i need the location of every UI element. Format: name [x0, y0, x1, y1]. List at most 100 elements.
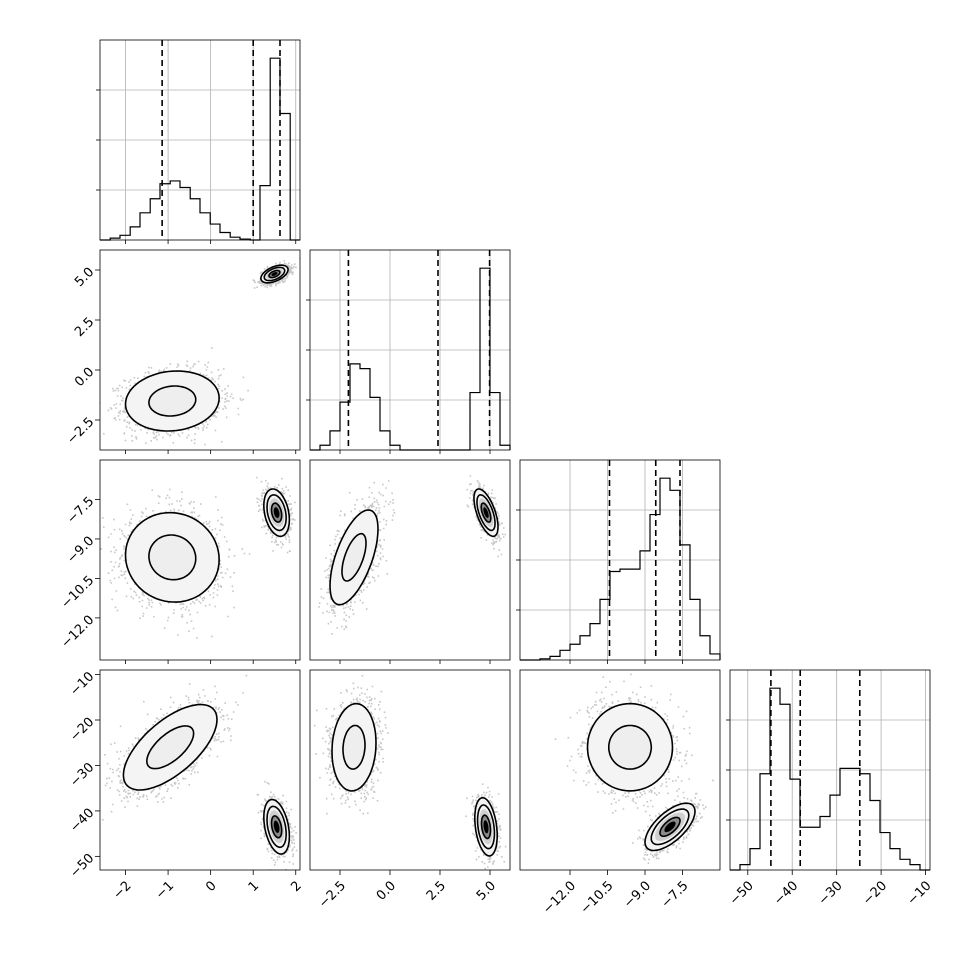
contour-line	[260, 264, 289, 284]
ytick-label: −9.0	[64, 534, 97, 567]
histogram-step	[730, 687, 930, 871]
panel-border	[519, 459, 721, 661]
contour-line	[650, 808, 690, 846]
panel-2-1	[309, 459, 511, 661]
panel-border	[99, 249, 301, 451]
xtick-label: 0	[203, 878, 219, 894]
panel-3-1	[309, 669, 511, 871]
xtick-label: 0.0	[374, 878, 399, 903]
scatter-points	[100, 347, 249, 446]
ytick-label: 5.0	[72, 265, 97, 290]
xtick-label: 2	[288, 878, 304, 894]
contour-line	[586, 702, 674, 792]
xtick-label: −1	[153, 878, 177, 902]
panel-3-3	[726, 669, 931, 871]
xtick-label: 1	[246, 878, 262, 894]
contour-line	[122, 703, 218, 791]
panel-1-1	[306, 249, 511, 451]
panel-border	[99, 669, 301, 871]
ytick-label: −7.5	[64, 494, 97, 527]
panel-3-2	[519, 669, 721, 871]
xtick-label: −10.5	[578, 878, 617, 917]
panel-2-0	[99, 459, 301, 661]
scatter-points	[313, 675, 389, 815]
xtick-label: 5.0	[474, 878, 499, 903]
xtick-label: −9.0	[621, 878, 654, 911]
xtick-label: −30	[816, 878, 846, 908]
panel-border	[99, 459, 301, 661]
contour-line	[266, 805, 288, 849]
density-peak	[664, 821, 676, 833]
xtick-label: −20	[860, 878, 890, 908]
contour-line	[270, 502, 283, 523]
panel-content	[100, 257, 300, 446]
contour-line	[262, 798, 291, 855]
panel-content	[313, 675, 507, 870]
contour-line	[644, 802, 696, 852]
scatter-points	[632, 779, 714, 864]
density-fill	[343, 725, 365, 770]
xtick-label: −50	[727, 878, 757, 908]
contour-line	[342, 724, 366, 770]
scatter-points	[252, 257, 300, 289]
histogram-step	[100, 57, 300, 241]
ytick-label: −50	[67, 851, 97, 881]
contour-line	[474, 797, 498, 857]
density-peak	[271, 272, 278, 276]
scatter-points	[256, 476, 296, 554]
density-peak	[273, 507, 280, 518]
density-fill	[148, 535, 196, 580]
contour-line	[341, 532, 367, 582]
density-fill	[148, 386, 196, 416]
ytick-label: −10	[67, 669, 97, 699]
panel-0-0	[96, 39, 301, 241]
panel-border	[309, 459, 511, 661]
contour-line	[124, 370, 220, 432]
contour-line	[263, 266, 286, 282]
panel-2-2	[516, 459, 721, 661]
contour-line	[124, 511, 220, 603]
contour-line	[266, 494, 288, 532]
panel-border	[729, 669, 931, 871]
contour-line	[476, 804, 496, 850]
xtick-label: −40	[771, 878, 801, 908]
contour-line	[270, 815, 283, 839]
panel-content	[102, 670, 298, 870]
ytick-label: −20	[67, 715, 97, 745]
xtick-label: −2.5	[316, 878, 349, 911]
contour-line	[145, 725, 195, 770]
ytick-label: −2.5	[64, 415, 97, 448]
ytick-label: 2.5	[72, 315, 97, 340]
panel-border	[309, 249, 511, 451]
panel-3-0	[99, 669, 301, 871]
contour-line	[331, 702, 377, 792]
ytick-label: −12.0	[59, 613, 98, 652]
xtick-label: −12.0	[540, 878, 579, 917]
xtick-label: −10	[905, 878, 935, 908]
panel-1-0	[99, 249, 301, 451]
ytick-label: −10.5	[59, 573, 98, 612]
density-peak	[483, 507, 489, 518]
contour-line	[476, 494, 496, 532]
histogram-step	[520, 477, 721, 661]
scatter-points	[554, 673, 693, 828]
density-peak	[273, 820, 280, 833]
density-fill	[608, 725, 652, 770]
contour-line	[659, 816, 681, 838]
panel-border	[519, 669, 721, 871]
contour-line	[473, 488, 499, 538]
ytick-label: −40	[67, 806, 97, 836]
xtick-label: −2	[110, 878, 134, 902]
scatter-points	[318, 480, 396, 635]
contour-line	[148, 385, 197, 417]
histogram-step	[310, 267, 511, 451]
contour-line	[608, 724, 653, 770]
panel-border	[309, 669, 511, 871]
ytick-label: 0.0	[72, 365, 97, 390]
density-peak	[483, 820, 489, 834]
xtick-label: −7.5	[659, 878, 692, 911]
contour-line	[262, 488, 291, 538]
contour-line	[480, 814, 492, 840]
contour-line	[480, 502, 492, 523]
